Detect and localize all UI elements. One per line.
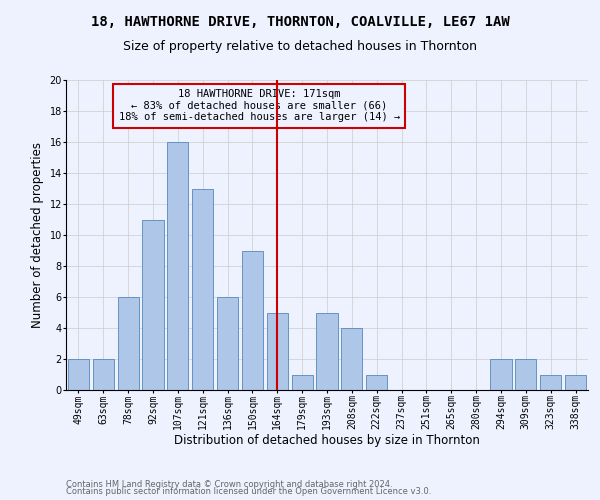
Bar [267, 312, 288, 390]
Bar [515, 359, 536, 390]
Bar [341, 328, 362, 390]
Text: 18, HAWTHORNE DRIVE, THORNTON, COALVILLE, LE67 1AW: 18, HAWTHORNE DRIVE, THORNTON, COALVILLE… [91, 15, 509, 29]
Bar [366, 374, 387, 390]
Text: Size of property relative to detached houses in Thornton: Size of property relative to detached ho… [123, 40, 477, 53]
Bar [118, 297, 139, 390]
Text: 18 HAWTHORNE DRIVE: 171sqm
← 83% of detached houses are smaller (66)
18% of semi: 18 HAWTHORNE DRIVE: 171sqm ← 83% of deta… [119, 90, 400, 122]
Text: Contains public sector information licensed under the Open Government Licence v3: Contains public sector information licen… [66, 488, 431, 496]
Bar [142, 220, 164, 390]
Text: Contains HM Land Registry data © Crown copyright and database right 2024.: Contains HM Land Registry data © Crown c… [66, 480, 392, 489]
Bar [68, 359, 89, 390]
Bar [93, 359, 114, 390]
Bar [167, 142, 188, 390]
Bar [217, 297, 238, 390]
Y-axis label: Number of detached properties: Number of detached properties [31, 142, 44, 328]
X-axis label: Distribution of detached houses by size in Thornton: Distribution of detached houses by size … [174, 434, 480, 446]
Bar [540, 374, 561, 390]
Bar [242, 250, 263, 390]
Bar [316, 312, 338, 390]
Bar [292, 374, 313, 390]
Bar [490, 359, 512, 390]
Bar [565, 374, 586, 390]
Bar [192, 188, 213, 390]
